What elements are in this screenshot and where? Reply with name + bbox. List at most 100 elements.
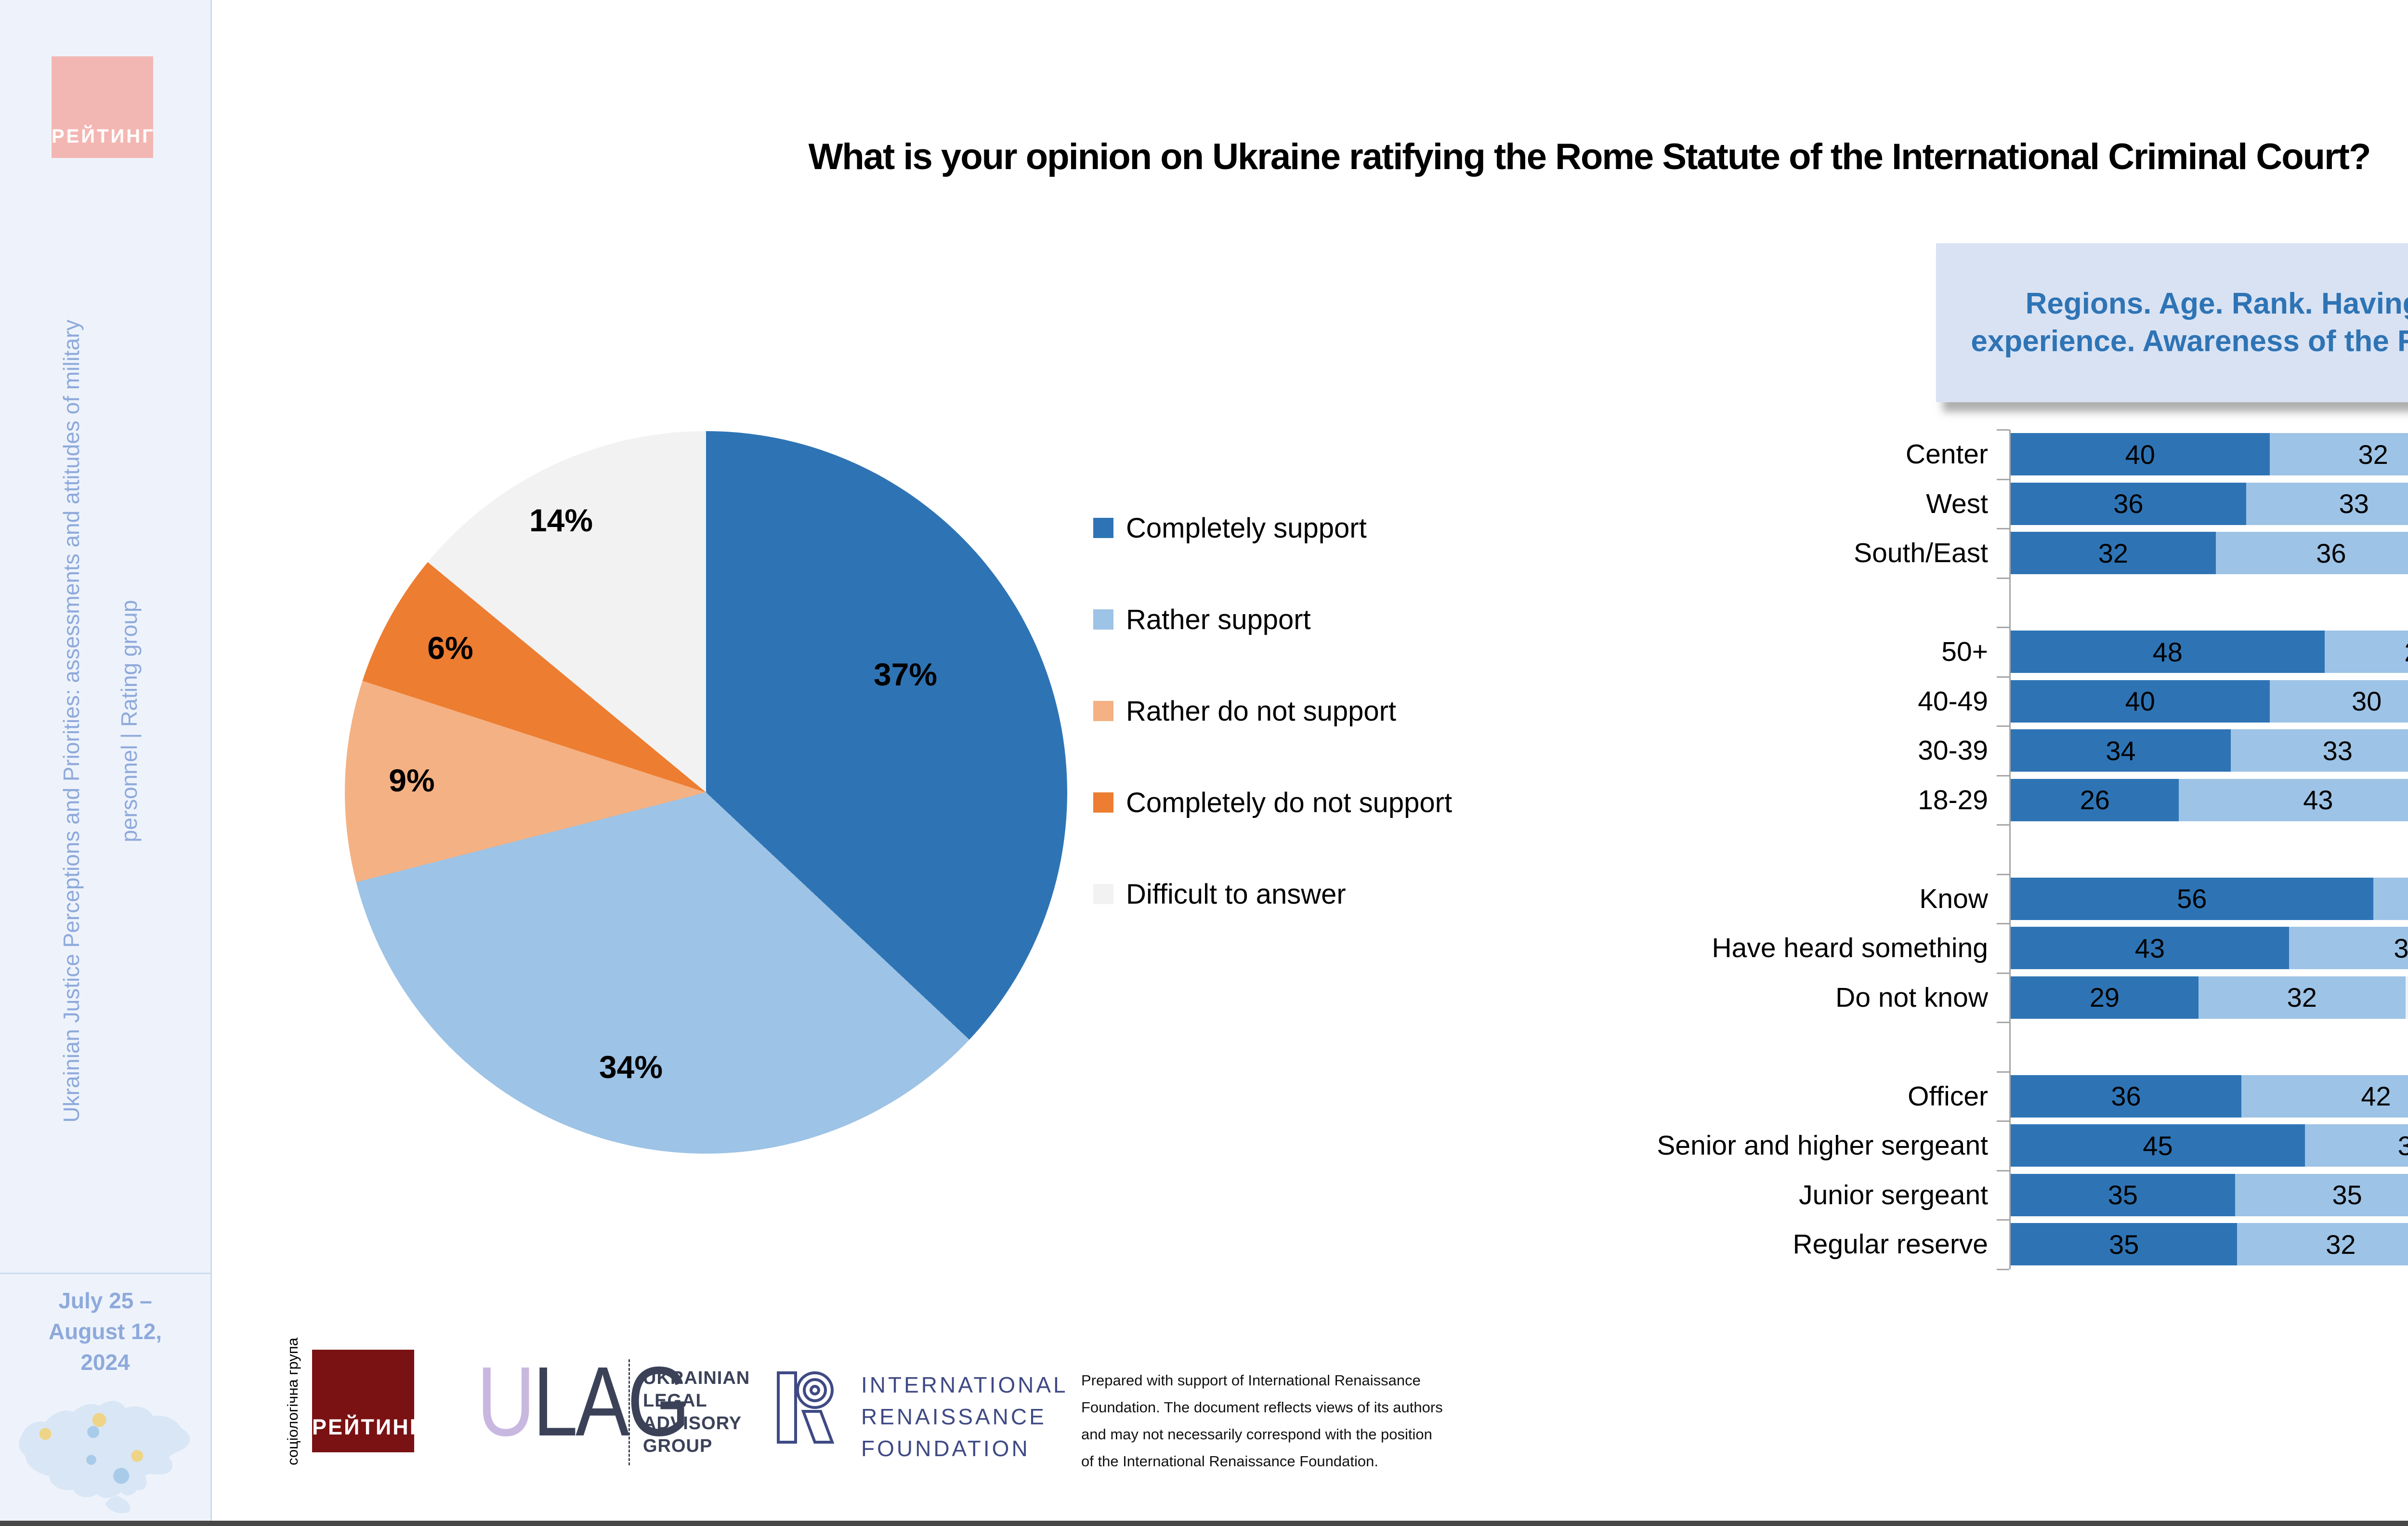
pie-legend: Completely support Rather support Rather d…: [1093, 513, 1452, 971]
bar: 26431597: [2011, 778, 2408, 821]
bar-row-label: 18-29: [1918, 784, 1988, 816]
bar-segment: 40: [2011, 433, 2270, 475]
rating-footer-logo-text: РЕЙТИНГ: [312, 1415, 424, 1439]
breakdown-header-text: Regions. Age. Rank. Having combat experi…: [1971, 287, 2408, 358]
bar-row: 40-49 40301785: [1517, 677, 2408, 726]
legend-item: Rather support: [1093, 604, 1452, 635]
bar-segment: 32: [2237, 1223, 2408, 1265]
bar: 353215126: [2011, 1223, 2408, 1265]
legend-item: Rather do not support: [1093, 695, 1452, 727]
bar-row: 30-39 343313137: [1517, 726, 2408, 776]
bar-segment: 56: [2011, 877, 2373, 920]
legend-label: Rather do not support: [1126, 695, 1397, 727]
sidebar: РЕЙТИНГ Ukrainian Justice Perceptions an…: [0, 0, 212, 1526]
bar-segment: 36: [2011, 1075, 2242, 1118]
bar-segment: 29: [2324, 631, 2408, 673]
legend-item: Difficult to answer: [1093, 878, 1452, 910]
axis-tick: [1997, 1268, 2009, 1270]
sidebar-divider: [0, 1273, 210, 1274]
bar-segment: 35: [2011, 1223, 2238, 1265]
bar-row: Regular reserve 353215126: [1517, 1220, 2408, 1269]
bar-segment: 29: [2373, 877, 2408, 920]
bar-segment: 33: [2246, 482, 2408, 525]
legend-label: Difficult to answer: [1126, 878, 1346, 910]
bar-segment: 36: [2011, 482, 2246, 525]
axis-tick: [1997, 429, 2009, 431]
bar-segment: 32: [2011, 532, 2216, 574]
bar-segment: 45: [2011, 1124, 2305, 1167]
bar-row: West 363314106: [1517, 479, 2408, 529]
bar-segment: 35: [2011, 1173, 2235, 1216]
bar-segment: 33: [2304, 1124, 2408, 1167]
axis-tick: [1997, 1022, 2009, 1023]
disclaimer-text: Prepared with support of International R…: [1081, 1372, 1443, 1470]
pie-slice-label: 37%: [873, 657, 938, 692]
stacked-bar-chart: Center40321693West363314106South/East323…: [1517, 429, 2408, 1270]
bar-segment: 43: [2011, 927, 2289, 969]
irf-logo-icon: [777, 1371, 835, 1444]
bar-row: Do not know 293219128: [1517, 973, 2408, 1023]
pie-slice-label: 14%: [529, 502, 593, 538]
breakdown-header-box: Regions. Age. Rank. Having combat experi…: [1936, 243, 2408, 402]
pie-chart: [345, 431, 1067, 1154]
legend-label: Rather support: [1126, 604, 1311, 635]
axis-tick: [1997, 824, 2009, 826]
legend-swatch-icon: [1093, 701, 1113, 721]
axis-tick: [1997, 725, 2009, 727]
bar-row: 18-29 26431597: [1517, 776, 2408, 825]
bar-row-label: Do not know: [1835, 982, 1988, 1013]
bar-segment: 32: [2198, 976, 2406, 1019]
axis-tick: [1997, 577, 2009, 579]
axis-tick: [1997, 478, 2009, 480]
bar-row-label: Center: [1905, 439, 1988, 470]
rating-footer-logo: РЕЙТИНГ: [312, 1350, 424, 1452]
bar: 363314106: [2011, 482, 2408, 525]
irf-logo-name: INTERNATIONAL RENAISSANCE FOUNDATION: [861, 1372, 1068, 1461]
bar-row: Know 5629366: [1517, 874, 2408, 924]
slide-title: What is your opinion on Ukraine ratifyin…: [808, 136, 2371, 177]
legend-item: Completely do not support: [1093, 787, 1453, 818]
axis-tick: [1997, 1071, 2009, 1073]
bar-segment: 48: [2011, 631, 2325, 673]
bar: 43371082: [2011, 927, 2408, 969]
bar-row-label: South/East: [1854, 538, 1988, 569]
bar-segment: 36: [2215, 532, 2408, 574]
bar-row-label: West: [1926, 488, 1988, 519]
bar: 40321693: [2011, 433, 2408, 475]
bar: 343313137: [2011, 729, 2408, 772]
ulag-divider: [628, 1359, 630, 1465]
ukraine-map-image: [19, 1401, 190, 1513]
bar: 32361599: [2011, 532, 2408, 574]
axis-tick: [1997, 1120, 2009, 1122]
axis-tick: [1997, 1219, 2009, 1221]
bar-row-label: Officer: [1908, 1080, 1988, 1112]
bar: 35351588: [2011, 1173, 2408, 1216]
axis-tick: [1997, 1170, 2009, 1171]
bar-row: South/East 32361599: [1517, 528, 2408, 578]
bar-segment: 19: [2405, 976, 2408, 1019]
bar-row: Have heard something 43371082: [1517, 923, 2408, 973]
pie-slice-label: 9%: [389, 763, 435, 798]
bar: 293219128: [2011, 976, 2408, 1019]
sidebar-vertical-title: Ukrainian Justice Perceptions and Priori…: [42, 261, 158, 1181]
legend-label: Completely do not support: [1126, 787, 1453, 818]
bar-chart-axis: [2009, 430, 2011, 1269]
axis-tick: [1997, 873, 2009, 875]
bar-row: Officer 36421373: [1517, 1072, 2408, 1121]
rating-footer-vertical-text: соціологічна група: [284, 1337, 301, 1465]
bar-row-label: Have heard something: [1712, 933, 1988, 964]
legend-swatch-icon: [1093, 609, 1113, 630]
bar-row-label: Regular reserve: [1793, 1229, 1988, 1260]
bar-row: Junior sergeant 35351588: [1517, 1171, 2408, 1220]
sidebar-vertical-title-line2: personnel | Rating group: [117, 600, 142, 842]
ulag-subtitle: UKRAINIAN LEGAL ADVISORY GROUP: [643, 1368, 750, 1456]
rating-pink-logo-text: РЕЙТИНГ: [52, 126, 155, 147]
bar-row-label: 40-49: [1918, 685, 1988, 717]
bar-segment: 29: [2011, 976, 2199, 1019]
bar-segment: 35: [2235, 1173, 2408, 1216]
axis-tick: [1997, 923, 2009, 924]
bar-segment: 40: [2011, 680, 2270, 723]
sidebar-vertical-title-line1: Ukrainian Justice Perceptions and Priori…: [59, 319, 84, 1123]
bar-row: Senior and higher sergeant 45331344: [1517, 1121, 2408, 1171]
